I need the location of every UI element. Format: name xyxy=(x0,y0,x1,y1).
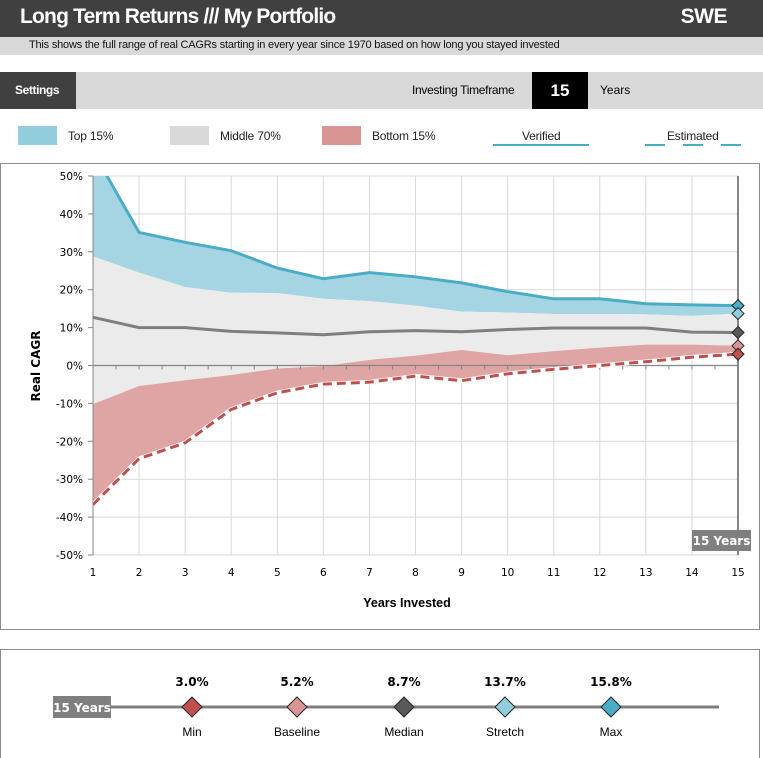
median-line xyxy=(93,315,739,337)
y-tick-label: 10% xyxy=(60,323,83,335)
x-tick-label: 1 xyxy=(90,567,97,579)
summary-marker-median: 8.7% Median xyxy=(384,675,423,739)
summary-marker-max: 15.8% Max xyxy=(590,675,632,739)
x-tick-label: 9 xyxy=(458,567,465,579)
stretch-diamond-icon xyxy=(494,696,516,718)
subtitle-bar: This shows the full range of real CAGRs … xyxy=(0,37,763,55)
top-15-band xyxy=(93,176,738,316)
axis-labels: Real CAGR Years Invested 50%40%30%20%10%… xyxy=(29,171,745,610)
summary-scale: 15 Years 3.0% Min 5.2% Baseline 8.7% Median 13… xyxy=(53,675,719,739)
app-header: Long Term Returns /// My Portfolio SWE xyxy=(0,0,763,37)
x-tick-label: 13 xyxy=(639,567,652,579)
min-endpoint-marker xyxy=(731,347,745,361)
x-tick-label: 12 xyxy=(593,567,606,579)
median-diamond-icon xyxy=(393,696,415,718)
legend-dash-1 xyxy=(645,144,665,146)
axes xyxy=(88,175,739,556)
summary-value: 3.0% xyxy=(175,675,208,689)
legend-swatch-bottom xyxy=(322,126,361,145)
summary-label: Stretch xyxy=(486,725,524,739)
selected-year-tag: 15 Years xyxy=(692,530,751,551)
endpoint-markers xyxy=(731,298,745,361)
min-diamond-icon xyxy=(181,696,203,718)
y-tick-label: 50% xyxy=(60,171,83,183)
summary-value: 5.2% xyxy=(280,675,313,689)
summary-label: Baseline xyxy=(274,725,320,739)
x-tick-label: 5 xyxy=(274,567,281,579)
chart-legend: Top 15% Middle 70% Bottom 15% Verified E… xyxy=(0,124,763,148)
series-lines xyxy=(93,176,739,507)
summary-value: 15.8% xyxy=(590,675,632,689)
max-line xyxy=(105,176,739,308)
cagr-range-chart: Real CAGR Years Invested 50%40%30%20%10%… xyxy=(29,171,751,610)
legend-swatch-top xyxy=(18,126,57,145)
x-tick-label: 8 xyxy=(412,567,419,579)
summary-marker-stretch: 13.7% Stretch xyxy=(484,675,526,739)
stretch-endpoint-marker xyxy=(731,306,745,321)
legend-label-middle: Middle 70% xyxy=(220,129,281,143)
settings-button[interactable]: Settings xyxy=(0,72,76,109)
bottom-15-band xyxy=(93,344,738,505)
summary-panel: 15 Years 3.0% Min 5.2% Baseline 8.7% Median 13… xyxy=(0,649,760,758)
x-tick-label: 15 xyxy=(731,567,744,579)
subtitle-text: This shows the full range of real CAGRs … xyxy=(29,39,560,51)
x-tick-label: 11 xyxy=(547,567,560,579)
y-tick-label: -50% xyxy=(56,550,83,562)
x-tick-label: 10 xyxy=(501,567,514,579)
x-tick-label: 7 xyxy=(366,567,373,579)
summary-label: Median xyxy=(384,725,423,739)
y-axis-title: Real CAGR xyxy=(29,331,43,402)
y-tick-label: -10% xyxy=(56,398,83,410)
summary-marker-min: 3.0% Min xyxy=(175,675,208,739)
legend-label-estimated: Estimated xyxy=(667,129,719,143)
y-tick-label: -40% xyxy=(56,512,83,524)
settings-bar: Settings Investing Timeframe 15 Years xyxy=(0,72,763,109)
y-tick-label: -20% xyxy=(56,436,83,448)
legend-line-verified xyxy=(493,144,589,146)
y-tick-label: -30% xyxy=(56,474,83,486)
median-endpoint-marker xyxy=(731,325,745,340)
y-tick-label: 20% xyxy=(60,285,83,297)
x-tick-label: 6 xyxy=(320,567,327,579)
investing-timeframe-label: Investing Timeframe xyxy=(412,83,515,97)
page-title: Long Term Returns /// My Portfolio xyxy=(20,5,336,28)
summary-label: Min xyxy=(182,725,201,739)
y-tick-label: 40% xyxy=(60,209,83,221)
x-tick-label: 3 xyxy=(182,567,189,579)
legend-dash-3 xyxy=(721,144,741,146)
timeframe-unit-label: Years xyxy=(600,83,631,97)
summary-timeframe-tag xyxy=(53,696,111,718)
legend-swatch-middle xyxy=(170,126,209,145)
baseline-diamond-icon xyxy=(286,696,308,718)
x-tick-label: 4 xyxy=(228,567,235,579)
summary-label: Max xyxy=(600,725,623,739)
investing-timeframe-input[interactable]: 15 xyxy=(532,72,588,109)
x-axis-title: Years Invested xyxy=(363,596,451,610)
legend-label-verified: Verified xyxy=(522,129,561,143)
x-tick-label: 14 xyxy=(685,567,699,579)
min-line xyxy=(93,352,739,506)
legend-dash-2 xyxy=(683,144,703,146)
summary-value: 13.7% xyxy=(484,675,526,689)
chart-panel: Real CAGR Years Invested 50% 40% 30% 20% 10%… xyxy=(0,163,760,630)
max-diamond-icon xyxy=(600,696,622,718)
legend-label-top: Top 15% xyxy=(68,129,114,143)
region-code: SWE xyxy=(680,5,728,28)
y-tick-label: 0% xyxy=(66,361,83,373)
summary-timeframe-label: 15 Years xyxy=(53,701,111,715)
selected-year-tag-label: 15 Years xyxy=(693,534,751,548)
y-tick-label: 30% xyxy=(60,247,83,259)
summary-value: 8.7% xyxy=(387,675,420,689)
x-tick-label: 2 xyxy=(136,567,143,579)
summary-marker-baseline: 5.2% Baseline xyxy=(274,675,320,739)
legend-label-bottom: Bottom 15% xyxy=(372,129,436,143)
selected-year-tag-bg xyxy=(692,530,751,551)
